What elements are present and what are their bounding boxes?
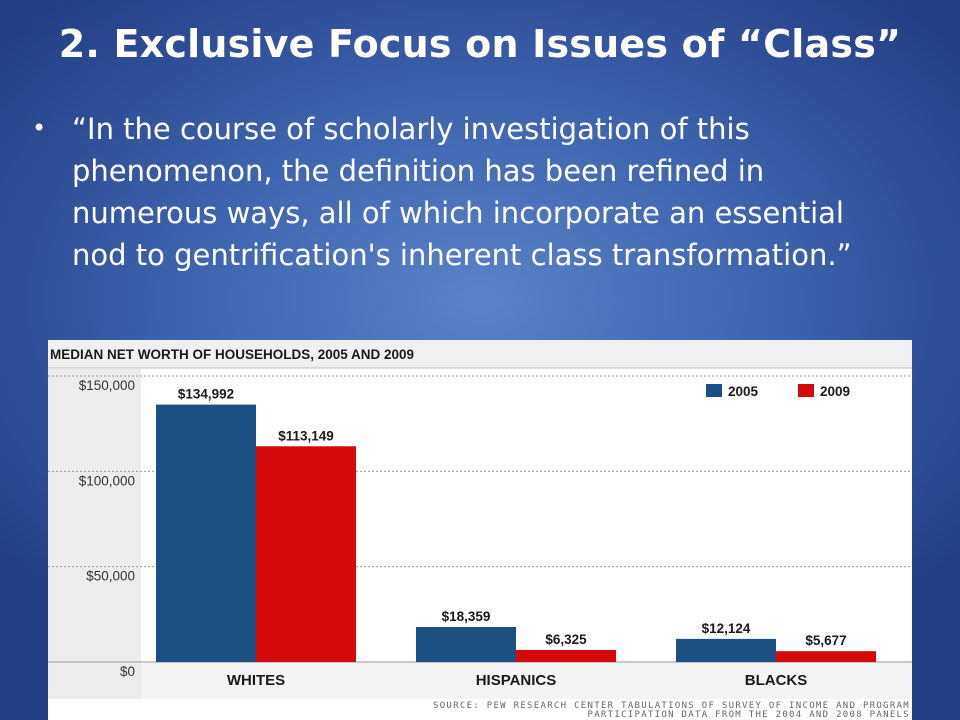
y-tick-label: $0: [120, 664, 135, 679]
source-line: SOURCE: PEW RESEARCH CENTER TABULATIONS …: [433, 701, 910, 711]
bar-blacks-2005: [676, 638, 776, 662]
data-label: $5,677: [805, 633, 846, 648]
bullet-quote: “In the course of scholarly investigatio…: [72, 112, 852, 272]
data-label: $134,992: [178, 387, 234, 402]
x-axis-panel: [141, 662, 912, 699]
data-labels: $134,992 $113,149 $18,359 $6,325 $12,124 $5,6…: [178, 387, 847, 649]
chart-svg: MEDIAN NET WORTH OF HOUSEHOLDS, 2005 AND…: [48, 340, 912, 720]
bar-whites-2005: [156, 404, 256, 662]
data-label: $12,124: [702, 621, 751, 636]
data-label: $18,359: [442, 609, 491, 624]
category-labels: WHITES HISPANICS BLACKS: [227, 672, 807, 689]
y-tick-label: $150,000: [79, 378, 135, 393]
y-tick-labels: $0 $50,000 $100,000 $150,000: [79, 378, 135, 679]
source-note: SOURCE: PEW RESEARCH CENTER TABULATIONS …: [433, 701, 911, 720]
bullet-marker: •: [32, 114, 47, 142]
bar-hispanics-2009: [516, 649, 616, 662]
source-line: PARTICIPATION DATA FROM THE 2004 AND 200…: [588, 710, 911, 720]
chart-title: MEDIAN NET WORTH OF HOUSEHOLDS, 2005 AND…: [50, 347, 414, 362]
legend-label: 2005: [728, 384, 759, 399]
bar-hispanics-2005: [416, 626, 516, 662]
slide-title: 2. Exclusive Focus on Issues of “Class”: [58, 22, 902, 66]
bar-blacks-2009: [776, 651, 876, 662]
data-label: $6,325: [545, 632, 587, 647]
legend-label: 2009: [820, 384, 850, 399]
data-label: $113,149: [278, 428, 334, 443]
y-tick-label: $100,000: [79, 473, 135, 488]
bars: [156, 404, 876, 662]
net-worth-chart: MEDIAN NET WORTH OF HOUSEHOLDS, 2005 AND…: [48, 340, 912, 720]
category-label: BLACKS: [745, 672, 808, 689]
category-label: HISPANICS: [476, 672, 557, 689]
y-axis-panel: [48, 369, 141, 699]
category-label: WHITES: [227, 672, 285, 689]
legend-swatch-2009: [798, 384, 814, 397]
chart-title-bar: [48, 340, 912, 368]
legend-swatch-2005: [706, 384, 722, 397]
y-tick-label: $50,000: [86, 569, 135, 584]
legend: 2005 2009: [706, 384, 850, 399]
bar-whites-2009: [256, 446, 356, 662]
